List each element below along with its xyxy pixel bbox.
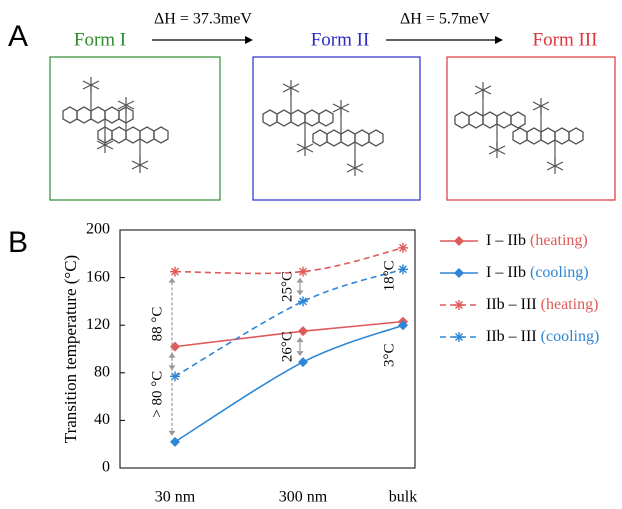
legend-condition: (heating) (530, 232, 588, 249)
legend-name: IIb – III (486, 296, 537, 313)
marker (170, 267, 180, 277)
marker (298, 357, 308, 367)
gap-arrow-head (169, 365, 176, 370)
gap-arrow-head (297, 278, 304, 283)
form-label: Form I (74, 29, 126, 50)
legend-entry: IIb – III (heating) (486, 296, 598, 313)
gap-arrow-head (297, 337, 304, 342)
gap-label: 25°C (279, 271, 295, 302)
gap-label: 26°C (279, 331, 295, 362)
molecule (513, 98, 583, 174)
legend-condition: (heating) (541, 296, 599, 313)
legend-marker (454, 332, 464, 342)
arrow-head (495, 36, 503, 44)
gap-label: 88 °C (149, 307, 165, 342)
marker (398, 243, 408, 253)
x-tick-label: 300 nm (279, 489, 328, 506)
y-tick-label: 160 (86, 268, 110, 285)
arrow-head (245, 36, 253, 44)
legend-name: I – IIb (486, 232, 526, 249)
marker (298, 326, 308, 336)
panel-label: B (8, 226, 28, 259)
figure: A B Transition temperature (°C) Form I Fo… (0, 0, 622, 509)
panel-label: A (8, 20, 28, 53)
form-box (447, 57, 615, 200)
legend-entry: I – IIb (cooling) (486, 264, 589, 281)
legend-condition: (cooling) (530, 264, 589, 281)
form-label: Form III (533, 29, 598, 50)
gap-label: > 80 °C (149, 371, 165, 418)
y-tick-label: 40 (94, 411, 110, 428)
legend-entry: I – IIb (heating) (486, 232, 588, 249)
gap-arrow-head (297, 290, 304, 295)
y-tick-label: 200 (86, 221, 110, 238)
form-label: Form II (311, 29, 370, 50)
legend-marker (454, 300, 464, 310)
marker (298, 296, 308, 306)
y-tick-label: 0 (102, 459, 110, 476)
plot-frame (120, 230, 415, 468)
legend-entry: IIb – III (cooling) (486, 328, 599, 345)
y-tick-label: 80 (94, 363, 110, 380)
y-tick-label: 120 (86, 316, 110, 333)
legend-name: IIb – III (486, 328, 537, 345)
transition-label: ΔH = 5.7meV (400, 11, 490, 28)
form-box (253, 57, 420, 200)
legend-name: I – IIb (486, 264, 526, 281)
gap-arrow-head (169, 431, 176, 436)
series-line (175, 248, 403, 274)
marker (398, 264, 408, 274)
gap-label: 18°C (381, 260, 397, 291)
gap-arrow-head (297, 351, 304, 356)
marker (170, 437, 180, 447)
x-tick-label: bulk (389, 489, 417, 506)
x-tick-label: 30 nm (155, 489, 196, 506)
transition-label: ΔH = 37.3meV (154, 11, 252, 28)
legend-condition: (cooling) (541, 328, 600, 345)
gap-label: 3°C (381, 343, 397, 367)
legend-marker (454, 236, 464, 246)
gap-arrow-head (169, 278, 176, 283)
y-axis-label: Transition temperature (°C) (61, 255, 80, 443)
molecule (455, 82, 525, 158)
legend-marker (454, 268, 464, 278)
marker (298, 267, 308, 277)
